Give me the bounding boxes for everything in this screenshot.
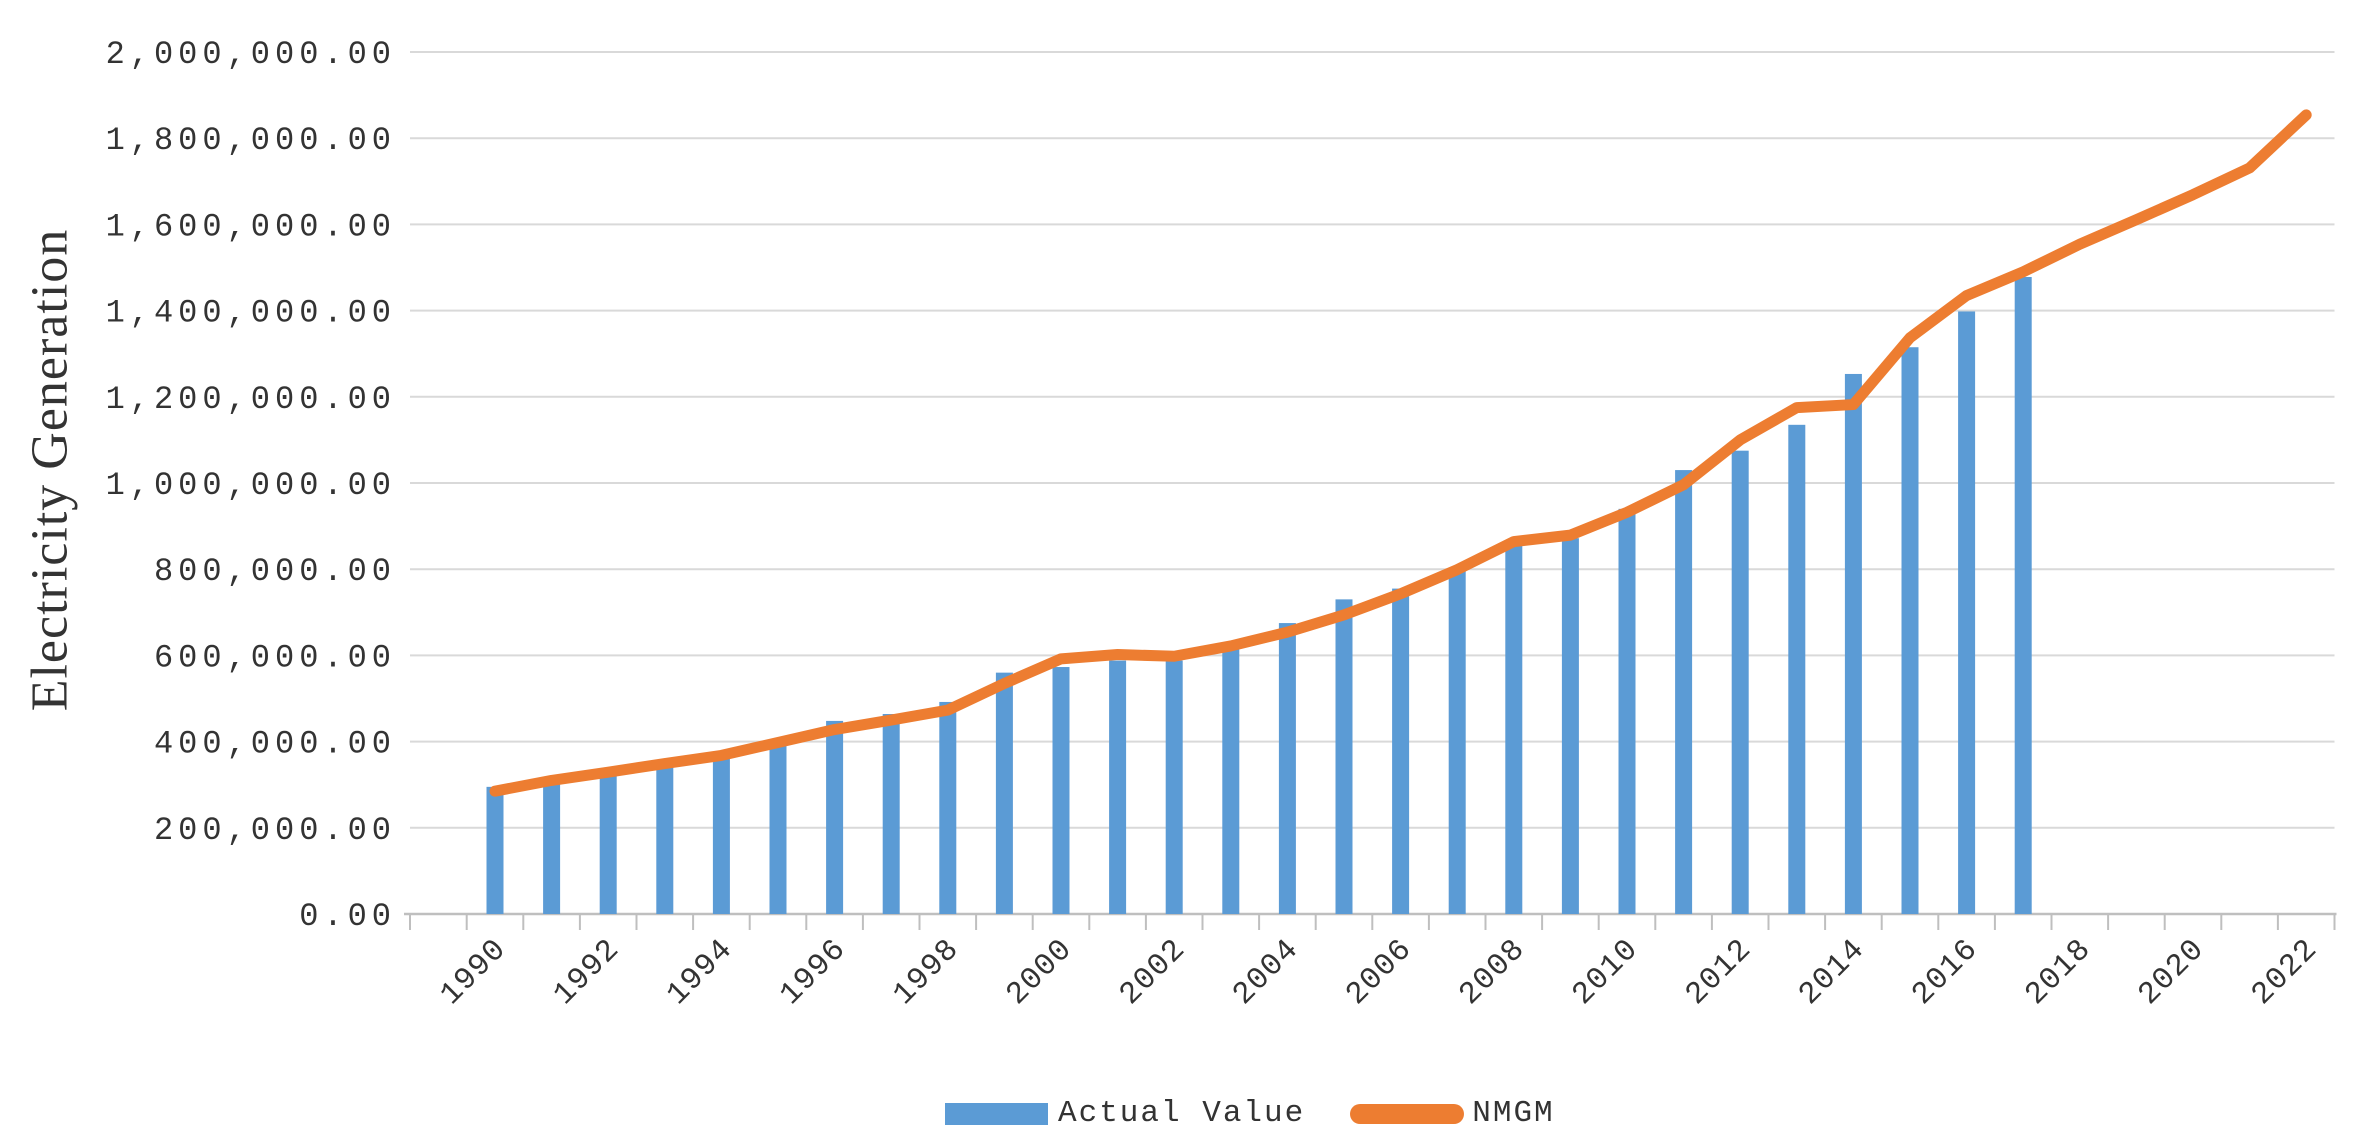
x-tick-label: 2016: [1905, 932, 1985, 1012]
bar-2006: [1392, 588, 1410, 914]
y-tick-label: 1,800,000.00: [106, 122, 396, 159]
x-tick-label: 2020: [2132, 932, 2212, 1012]
y-tick-label: 600,000.00: [154, 639, 396, 676]
bar-2015: [1901, 347, 1919, 914]
bar-2009: [1561, 538, 1579, 914]
x-tick-label: 2004: [1226, 932, 1306, 1012]
bar-2000: [1052, 667, 1070, 914]
nmgm-line: [489, 109, 2312, 797]
bar-1995: [769, 743, 787, 914]
bar-1997: [882, 714, 900, 914]
y-axis-title: Electricity Generation: [21, 228, 79, 712]
x-tick-label: 1992: [547, 932, 627, 1012]
x-tick-label: 1996: [773, 932, 853, 1012]
bar-2013: [1788, 424, 1806, 914]
x-tick-label: 1990: [434, 932, 514, 1012]
bar-2007: [1448, 569, 1466, 914]
bar-2008: [1505, 544, 1523, 914]
x-tick-label: 2002: [1113, 932, 1193, 1012]
x-tick-label: 2000: [1000, 932, 1080, 1012]
legend-nmgm-swatch: [1350, 1103, 1465, 1124]
y-tick-label: 1,600,000.00: [106, 208, 396, 245]
y-tick-label: 1,200,000.00: [106, 381, 396, 418]
bar-2014: [1844, 373, 1862, 914]
bar-2005: [1335, 599, 1353, 914]
bar-2017: [2014, 276, 2032, 914]
y-tick-label: 400,000.00: [154, 726, 396, 763]
bar-1994: [712, 755, 730, 914]
x-tick-label: 2008: [1453, 932, 1533, 1012]
bar-1991: [543, 780, 561, 914]
y-tick-label: 200,000.00: [154, 812, 396, 849]
x-tick-label: 2010: [1566, 932, 1646, 1012]
bar-1999: [995, 672, 1013, 914]
bar-2001: [1109, 660, 1127, 914]
bar-1993: [656, 764, 674, 914]
bar-1990: [486, 786, 504, 914]
x-tick-label: 2018: [2019, 932, 2099, 1012]
y-tick-label: 0.00: [299, 898, 396, 935]
y-tick-label: 2,000,000.00: [106, 36, 396, 73]
bar-2002: [1165, 660, 1183, 914]
bar-2011: [1675, 470, 1693, 914]
x-tick-label: 2012: [1679, 932, 1759, 1012]
bar-2003: [1222, 644, 1240, 914]
bar-2010: [1618, 508, 1636, 914]
x-tick-label: 2006: [1339, 932, 1419, 1012]
bar-1992: [599, 773, 617, 914]
x-tick-label: 2014: [1792, 932, 1872, 1012]
legend-actual-value-swatch: [945, 1102, 1048, 1125]
y-tick-label: 800,000.00: [154, 553, 396, 590]
y-tick-label: 1,000,000.00: [106, 467, 396, 504]
bar-1996: [826, 720, 844, 914]
x-tick-label: 2022: [2245, 932, 2325, 1012]
bar-2016: [1958, 311, 1976, 914]
legend: Actual Value NMGM: [945, 1096, 1555, 1131]
legend-nmgm-label: NMGM: [1472, 1096, 1555, 1131]
bar-2012: [1731, 450, 1749, 914]
bar-2004: [1278, 623, 1296, 914]
y-tick-label: 1,400,000.00: [106, 295, 396, 332]
bar-1998: [939, 701, 957, 914]
x-tick-label: 1998: [887, 932, 967, 1012]
x-tick-label: 1994: [660, 932, 740, 1012]
legend-actual-value-label: Actual Value: [1058, 1096, 1306, 1131]
